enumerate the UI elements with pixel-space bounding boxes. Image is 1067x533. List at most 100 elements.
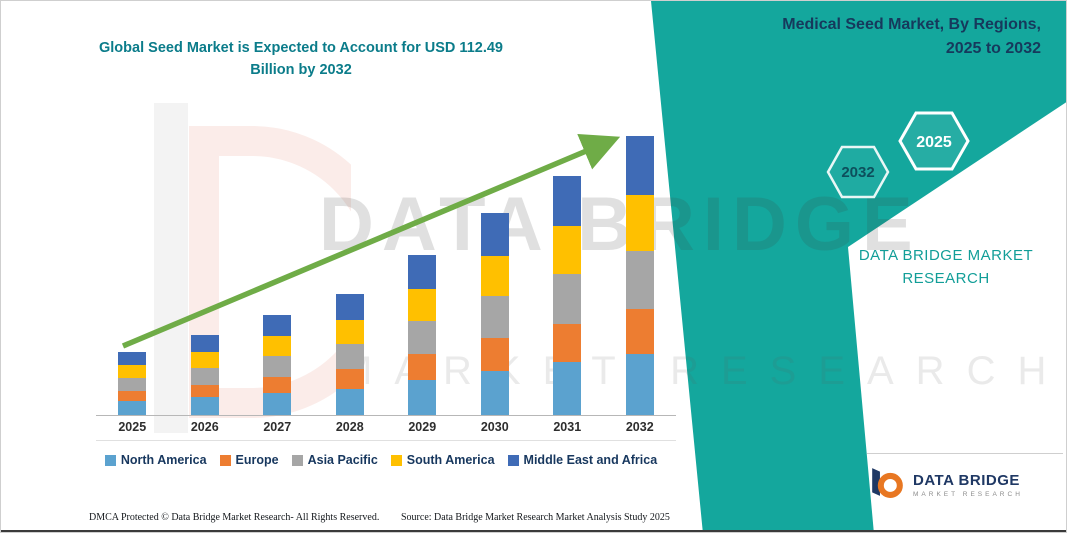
bar-column-2028 [314,121,387,415]
legend-swatch-south-america [390,454,402,466]
hexagon-2025: 2025 [897,110,971,177]
x-axis-labels: 2025 2026 2027 2028 2029 2030 2031 2032 [96,420,676,441]
legend-swatch-asia-pacific [291,454,303,466]
legend-item-south-america: South America [390,453,495,467]
chart-title-line1: Global Seed Market is Expected to Accoun… [99,40,503,56]
source-note: Source: Data Bridge Market Research Mark… [401,512,670,523]
segment-north-america-2025 [118,401,147,415]
segment-europe-2026 [190,384,219,398]
segment-europe-2030 [480,338,509,371]
panel-title-line2: 2025 to 2032 [945,40,1041,57]
segment-middle-east-and-africa-2029 [408,255,437,289]
legend-item-europe: Europe [219,453,279,467]
x-axis-label-2030: 2030 [480,420,509,434]
segment-middle-east-and-africa-2030 [480,213,509,256]
bar-column-2029 [386,121,459,415]
segment-south-america-2028 [335,319,364,344]
segment-asia-pacific-2030 [480,296,509,339]
segment-north-america-2026 [190,397,219,415]
x-axis-label-2032: 2032 [625,420,654,434]
x-axis-label-2025: 2025 [118,420,147,434]
segment-south-america-2026 [190,351,219,368]
legend-item-asia-pacific: Asia Pacific [291,453,378,467]
legend-swatch-north-america [104,454,116,466]
logo-subtitle: MARKET RESEARCH [913,490,1023,498]
segment-europe-2029 [408,354,437,380]
segment-south-america-2030 [480,255,509,297]
stacked-bar-2031 [553,176,582,415]
bar-column-2030 [459,121,532,415]
bar-column-2032 [604,121,677,415]
segment-middle-east-and-africa-2025 [118,352,147,366]
bars-group [96,121,676,415]
legend-label-middle-east-and-africa: Middle East and Africa [523,453,658,467]
segment-asia-pacific-2031 [553,274,582,325]
segment-north-america-2029 [408,379,437,415]
brand-wordmark: DATA BRIDGE MARKET RESEARCH [851,244,1041,291]
legend-label-asia-pacific: Asia Pacific [307,453,378,467]
segment-asia-pacific-2028 [335,343,364,370]
hexagon-2032-label: 2032 [841,164,874,181]
segment-south-america-2025 [118,365,147,378]
legend-label-europe: Europe [235,453,279,467]
legend-swatch-middle-east-and-africa [507,454,519,466]
segment-europe-2025 [118,390,147,402]
segment-south-america-2029 [408,288,437,321]
bar-column-2027 [241,121,314,415]
bar-column-2031 [531,121,604,415]
footer-logo-block: DATA BRIDGE MARKET RESEARCH [867,453,1063,506]
segment-middle-east-and-africa-2032 [625,136,654,195]
segment-south-america-2031 [553,226,582,275]
x-axis-label-2031: 2031 [553,420,582,434]
segment-north-america-2031 [553,362,582,415]
segment-asia-pacific-2029 [408,320,437,355]
segment-europe-2032 [625,309,654,354]
hexagon-2025-label: 2025 [916,134,952,151]
segment-south-america-2032 [625,194,654,251]
chart-legend: North America Europe Asia Pacific South Ame… [56,453,706,467]
legend-item-middle-east-and-africa: Middle East and Africa [507,453,658,467]
segment-asia-pacific-2026 [190,367,219,385]
stacked-bar-2028 [335,294,364,415]
segment-asia-pacific-2025 [118,377,147,391]
segment-north-america-2028 [335,388,364,415]
hexagon-2032: 2032 [825,144,891,205]
segment-middle-east-and-africa-2028 [335,294,364,320]
panel-title: Medical Seed Market, By Regions, 2025 to… [782,13,1041,61]
bar-column-2025 [96,121,169,415]
bottom-border-rule [1,530,1066,532]
bar-column-2026 [169,121,242,415]
x-axis-label-2026: 2026 [190,420,219,434]
legend-label-south-america: South America [406,453,495,467]
chart-title-line2: Billion by 2032 [250,62,352,79]
dmca-notice: DMCA Protected © Data Bridge Market Rese… [89,512,380,523]
stacked-bar-2029 [408,255,437,415]
logo-title: DATA BRIDGE [913,471,1020,489]
x-axis-label-2028: 2028 [335,420,364,434]
segment-europe-2027 [263,377,292,393]
segment-north-america-2027 [263,392,292,415]
data-bridge-logo-icon [867,463,905,506]
segment-asia-pacific-2032 [625,250,654,310]
stacked-bar-2026 [190,334,219,415]
stacked-bar-2030 [480,213,509,415]
segment-north-america-2032 [625,353,654,415]
stacked-bar-2032 [625,136,654,415]
watermark-text-market-research: MARKET RESEARCH [339,349,1067,393]
segment-europe-2028 [335,369,364,389]
panel-title-line1: Medical Seed Market, By Regions, [782,16,1041,33]
segment-north-america-2030 [480,370,509,415]
legend-label-north-america: North America [120,453,207,467]
legend-item-north-america: North America [104,453,207,467]
segment-middle-east-and-africa-2031 [553,176,582,227]
brand-line1: DATA BRIDGE MARKET [858,247,1034,264]
x-axis-label-2027: 2027 [263,420,292,434]
legend-swatch-europe [219,454,231,466]
segment-middle-east-and-africa-2026 [190,334,219,352]
segment-south-america-2027 [263,335,292,356]
stacked-bar-2027 [263,314,292,415]
segment-europe-2031 [553,324,582,363]
stacked-bar-2025 [118,352,147,415]
stacked-bar-chart [96,121,676,416]
